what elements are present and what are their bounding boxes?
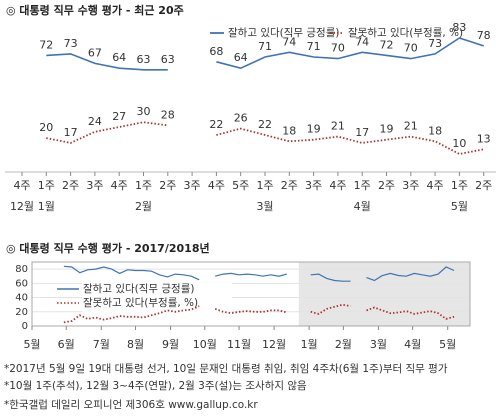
x-tick-label: 5월: [23, 338, 40, 351]
y-tick-label: 20: [15, 307, 28, 318]
data-label: 74: [282, 35, 296, 48]
x-tick-label: 1주: [451, 179, 468, 192]
x-tick-label: 2주: [378, 179, 395, 192]
data-label: 73: [64, 37, 78, 50]
x-tick-label: 2주: [475, 179, 492, 192]
data-label: 13: [477, 132, 491, 145]
x-tick-label: 3월: [370, 338, 387, 351]
data-label: 22: [258, 118, 272, 131]
data-label: 63: [161, 53, 175, 66]
data-label: 19: [307, 123, 321, 136]
data-label: 10: [452, 137, 466, 150]
x-tick-label: 3주: [184, 179, 201, 192]
x-tick-label: 1주: [354, 179, 371, 192]
data-label: 72: [39, 38, 53, 51]
chart-title: ◎ 대통령 직무 수행 평가 - 2017/2018년: [6, 241, 210, 255]
x-tick-label: 2주: [159, 179, 176, 192]
data-label: 72: [380, 38, 394, 51]
x-tick-label: 9월: [162, 338, 179, 351]
legend-label: 잘못하고 있다(부정률, %): [348, 26, 463, 39]
data-label: 83: [452, 21, 466, 34]
data-label: 64: [234, 51, 248, 64]
data-label: 24: [88, 115, 102, 128]
data-label: 71: [258, 40, 272, 53]
plot-frame: [31, 261, 471, 327]
month-label: 3월: [256, 200, 273, 213]
series-line: [63, 303, 455, 324]
data-label: 68: [209, 45, 223, 58]
x-tick-label: 7월: [93, 338, 110, 351]
x-tick-label: 3주: [402, 179, 419, 192]
month-label: 12월: [10, 200, 34, 213]
x-tick-label: 4주: [111, 179, 128, 192]
y-tick-label: 60: [15, 278, 28, 289]
note: *2017년 5월 9일 19대 대통령 선거, 10일 문재인 대통령 취임,…: [4, 362, 448, 375]
x-tick-label: 2월: [335, 338, 352, 351]
data-label: 30: [137, 105, 151, 118]
data-label: 67: [88, 46, 102, 59]
x-tick-label: 2주: [281, 179, 298, 192]
data-label: 18: [282, 124, 296, 137]
data-label: 74: [355, 35, 369, 48]
x-tick-label: 4주: [427, 179, 444, 192]
data-label: 78: [477, 29, 491, 42]
x-tick-label: 10월: [193, 338, 217, 351]
x-tick-label: 5주: [232, 179, 249, 192]
data-label: 21: [404, 120, 418, 133]
y-tick-label: 40: [15, 293, 28, 304]
x-tick-label: 4주: [13, 179, 30, 192]
data-label: 63: [137, 53, 151, 66]
month-label: 1월: [38, 200, 55, 213]
x-tick-label: 11월: [227, 338, 251, 351]
chart-title: ◎ 대통령 직무 수행 평가 - 최근 20주: [6, 3, 184, 17]
data-label: 70: [331, 42, 345, 55]
data-label: 17: [355, 126, 369, 139]
x-tick-label: 4주: [329, 179, 346, 192]
note: *한국갤럽 데일리 오피니언 제306호 www.gallup.co.kr: [4, 398, 258, 411]
series-line: [46, 37, 484, 71]
x-tick-label: 1주: [135, 179, 152, 192]
y-tick-label: 80: [15, 264, 28, 275]
x-tick-label: 3주: [86, 179, 103, 192]
month-label: 2월: [135, 200, 152, 213]
data-label: 19: [380, 123, 394, 136]
month-label: 4월: [354, 200, 371, 213]
y-tick-label: 0: [22, 321, 28, 332]
data-label: 73: [428, 37, 442, 50]
data-label: 21: [331, 120, 345, 133]
note: *10월 1주(추석), 12월 3~4주(연말), 2월 3주(설)는 조사하…: [4, 379, 307, 392]
data-label: 20: [39, 121, 53, 134]
x-tick-label: 1주: [38, 179, 55, 192]
data-label: 28: [161, 108, 175, 121]
x-tick-label: 4월: [404, 338, 421, 351]
series-line: [63, 265, 455, 282]
legend-box: [82, 283, 232, 313]
data-label: 64: [112, 51, 126, 64]
x-tick-label: 8월: [127, 338, 144, 351]
data-label: 26: [234, 112, 248, 125]
x-tick-label: 4주: [208, 179, 225, 192]
legend-label: 잘하고 있다(직무 긍정률): [83, 282, 194, 295]
legend-label: 잘못하고 있다(부정률, %): [83, 296, 198, 309]
x-tick-label: 6월: [58, 338, 75, 351]
data-label: 70: [404, 42, 418, 55]
data-label: 18: [428, 124, 442, 137]
data-label: 22: [209, 118, 223, 131]
x-tick-label: 5월: [439, 338, 456, 351]
month-label: 5월: [451, 200, 468, 213]
x-tick-label: 3주: [305, 179, 322, 192]
x-tick-label: 1월: [301, 338, 318, 351]
x-tick-label: 2주: [62, 179, 79, 192]
x-tick-label: 12월: [262, 338, 286, 351]
data-label: 71: [307, 40, 321, 53]
data-label: 17: [64, 126, 78, 139]
legend-label: 잘하고 있다(직무 긍정률): [228, 26, 339, 39]
series-line: [46, 121, 484, 155]
highlight: [298, 262, 470, 326]
data-label: 27: [112, 110, 126, 123]
x-tick-label: 1주: [256, 179, 273, 192]
